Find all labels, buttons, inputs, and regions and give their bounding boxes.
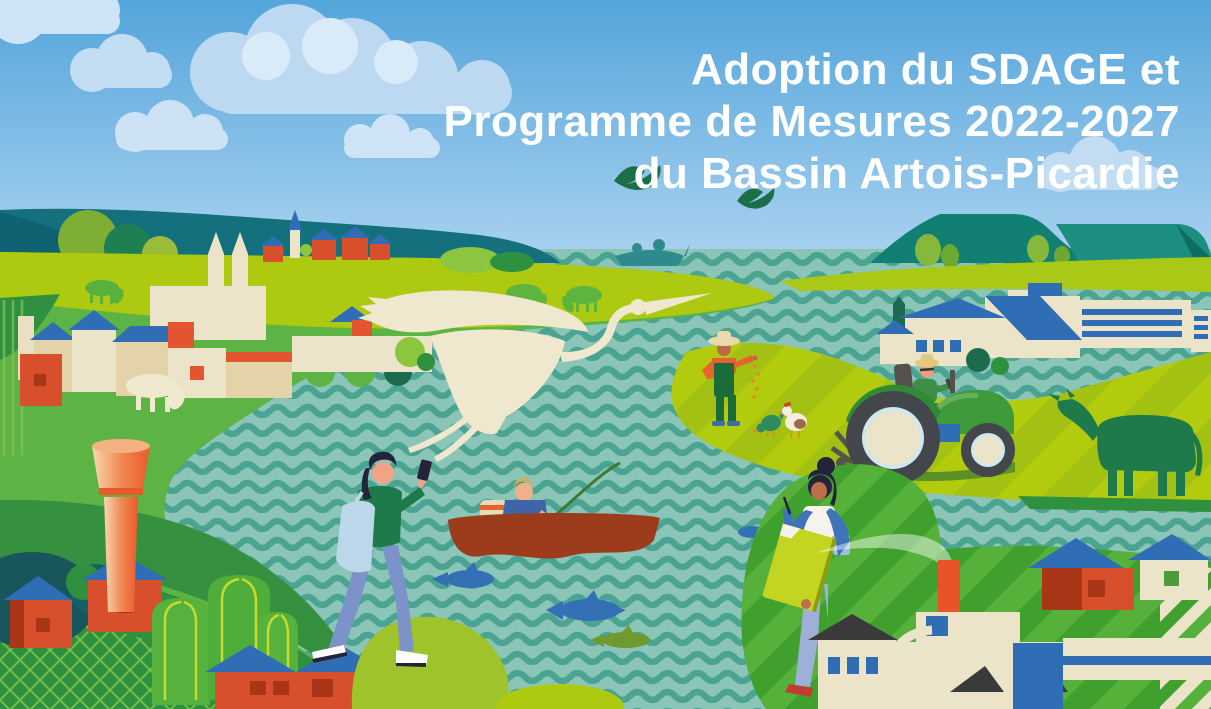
right-plateau — [870, 214, 1211, 268]
clipboard — [762, 523, 837, 613]
red-house — [4, 576, 72, 648]
distant-village — [261, 210, 534, 273]
tractor-with-driver — [830, 354, 1015, 485]
fish-blue — [546, 590, 626, 621]
water-tower — [92, 439, 150, 612]
bird-icon — [614, 165, 661, 190]
bottom-right-houses — [1028, 534, 1211, 610]
green-cow — [562, 286, 602, 313]
title-line-1: Adoption du SDAGE et — [690, 45, 1180, 94]
riverbank — [351, 616, 509, 709]
horizon-field-strip — [780, 257, 1211, 292]
fishing-rod — [549, 461, 621, 522]
smoke — [816, 534, 952, 568]
bird-icon — [737, 188, 775, 209]
cathedral-spire — [232, 232, 248, 286]
cream-house — [1128, 534, 1211, 600]
factory-with-chimney — [808, 560, 1211, 709]
walking-man-with-phone — [312, 451, 432, 667]
flying-birds — [614, 165, 775, 209]
industrial-complex — [876, 283, 1211, 375]
green-cow — [85, 280, 124, 304]
farmer-woman — [702, 331, 760, 426]
field-edge — [1018, 496, 1211, 512]
boat-hull — [448, 512, 660, 559]
fish-blue — [432, 562, 494, 588]
bottom-left-area — [0, 439, 387, 709]
poster-title: Adoption du SDAGE et Programme de Mesure… — [443, 44, 1180, 200]
clouds — [0, 0, 1162, 192]
red-house — [1028, 538, 1134, 610]
cathedral-town — [18, 232, 435, 406]
white-cow — [126, 374, 185, 412]
big-cow — [1048, 388, 1203, 496]
fishing-boat-silhouette — [615, 239, 690, 266]
white-chicken — [777, 402, 807, 439]
tote-bag — [336, 500, 375, 573]
title-line-3: du Bassin Artois-Picardie — [633, 149, 1180, 198]
white-heron — [358, 290, 712, 462]
bank-blob — [496, 684, 624, 709]
farmer-feeding-chickens — [702, 331, 807, 439]
rowing-boat-fisherman — [448, 461, 660, 559]
cathedral-spire — [208, 232, 224, 286]
title-line-2: Programme de Mesures 2022-2027 — [443, 97, 1180, 146]
fish-olive — [590, 625, 650, 648]
